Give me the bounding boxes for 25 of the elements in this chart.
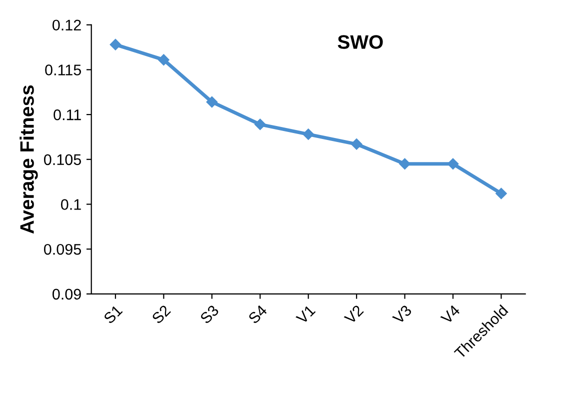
y-tick-label: 0.115 (45, 64, 81, 76)
y-tick-label: 0.1 (61, 199, 81, 210)
x-tick-label: S3 (199, 304, 220, 324)
y-tick-label: 0.11 (54, 109, 81, 120)
point (206, 96, 218, 108)
y-axis-title: Average Fitness (20, 85, 38, 234)
point (254, 118, 266, 130)
point (447, 158, 459, 170)
point (399, 158, 410, 170)
point (350, 138, 362, 150)
x-tick-label: V2 (344, 304, 364, 325)
y-tick-label: 0.12 (52, 20, 81, 31)
x-tick-label: V3 (392, 304, 412, 325)
x-tick-label: S2 (151, 304, 172, 324)
x-tick-label: S4 (248, 304, 268, 324)
point (302, 128, 314, 140)
chart-title: SWO (338, 35, 383, 49)
point (158, 54, 170, 66)
point (496, 188, 507, 200)
y-tick-label: 0.105 (44, 154, 81, 166)
x-tick-label: S1 (103, 304, 123, 324)
y-tick-label: 0.09 (52, 288, 81, 300)
y-tick-label: 0.095 (44, 244, 81, 255)
x-tick-label: V1 (296, 304, 316, 325)
point (110, 38, 122, 50)
